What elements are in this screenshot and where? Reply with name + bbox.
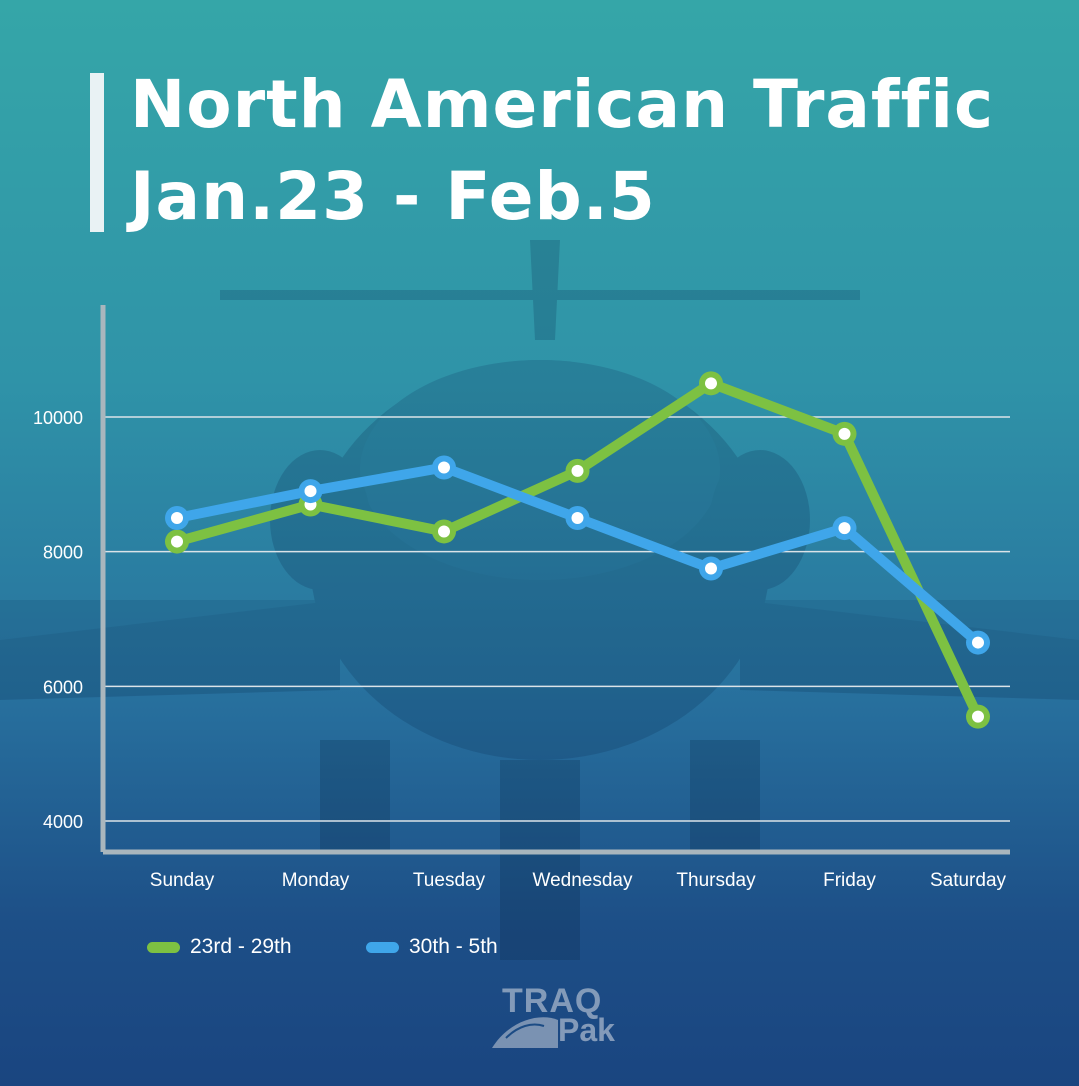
legend-item-series-1: 23rd - 29th <box>147 932 292 962</box>
data-point-center <box>571 512 584 524</box>
data-point-center <box>838 427 851 440</box>
x-tick-label-friday: Friday <box>823 870 876 891</box>
data-point-center <box>438 525 450 538</box>
y-tick-label: 8000 <box>43 543 83 563</box>
x-tick-label-saturday: Saturday <box>930 870 1007 891</box>
legend-item-series-2: 30th - 5th <box>366 932 498 962</box>
x-tick-label-tuesday: Tuesday <box>413 870 486 891</box>
x-tick-label-sunday: Sunday <box>150 870 215 891</box>
legend-label-series-2: 30th - 5th <box>409 935 498 958</box>
series-lines <box>172 378 983 722</box>
x-tick-label-thursday: Thursday <box>676 870 756 891</box>
x-tick-labels: Sunday Monday Tuesday Wednesday Thursday Frid… <box>150 870 1007 891</box>
legend-label-series-1: 23rd - 29th <box>190 935 292 958</box>
data-point-center <box>171 512 183 524</box>
data-point-center <box>972 636 984 649</box>
logo-text-top: TRAQ <box>502 982 603 1020</box>
data-point-center <box>171 535 183 548</box>
legend-swatch-series-1 <box>147 941 180 953</box>
logo-wing-icon <box>492 1017 558 1048</box>
data-point-center <box>304 485 317 498</box>
series-points <box>165 371 990 729</box>
traqpak-logo: TRAQ Pak <box>488 982 628 1052</box>
chart-title-line-2: Jan.23 - Feb.5 <box>130 158 656 235</box>
x-tick-label-monday: Monday <box>282 870 350 891</box>
data-point-center <box>972 710 984 723</box>
data-point-center <box>438 461 450 474</box>
data-point-center <box>705 562 717 575</box>
y-tick-labels: 10000 8000 6000 4000 <box>33 408 83 832</box>
series-line-1 <box>172 378 983 722</box>
title-accent-bar <box>90 73 104 232</box>
data-point-center <box>571 464 584 477</box>
chart-title-line-1: North American Traffic <box>130 66 995 143</box>
logo-text-bottom: Pak <box>558 1012 615 1048</box>
x-tick-label-wednesday: Wednesday <box>533 870 633 891</box>
legend-swatch-series-2 <box>366 941 399 953</box>
grid-lines <box>103 416 1010 822</box>
y-tick-label: 6000 <box>43 677 83 697</box>
series-line-2 <box>172 462 983 648</box>
y-tick-label: 4000 <box>43 812 83 832</box>
data-point-center <box>705 377 717 390</box>
y-tick-label: 10000 <box>33 408 83 428</box>
axes <box>100 305 1010 855</box>
data-point-center <box>838 522 851 535</box>
